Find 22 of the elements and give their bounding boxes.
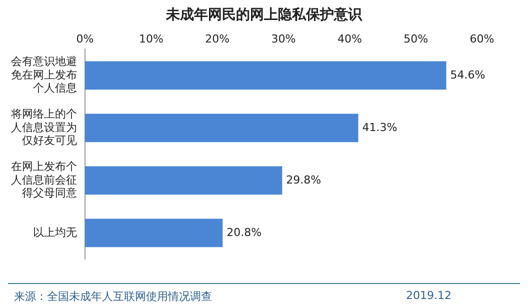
chart-title: 未成年网民的网上隐私保护意识	[164, 6, 364, 24]
y-tick-label: 以上均无	[33, 226, 77, 239]
x-tick-label: 40%	[337, 32, 362, 46]
bar	[85, 61, 446, 90]
x-tick-label: 20%	[205, 32, 230, 46]
data-label: 20.8%	[226, 226, 262, 239]
y-tick-label: 在网上发布个人信息前会征得父母同意	[11, 160, 77, 200]
text: 2019.12	[406, 289, 452, 302]
y-tick-label: 将网络上的个人信息设置为仅好友可见	[10, 108, 77, 148]
bar	[85, 166, 282, 195]
x-tick-label: 10%	[138, 32, 164, 46]
data-label: 41.3%	[362, 120, 398, 134]
y-tick-label: 会有意识地避免在网上发布个人信息	[11, 55, 77, 95]
data-label: 54.6%	[450, 68, 486, 82]
source-note: 来源：全国未成年人互联网使用情况调查	[14, 289, 212, 304]
data-label: 29.8%	[286, 173, 322, 186]
x-tick-label: 50%	[404, 32, 428, 46]
bar	[85, 114, 358, 142]
x-tick-label: 0%	[76, 32, 94, 46]
bar	[85, 218, 223, 248]
x-tick-label: 30%	[271, 32, 296, 46]
x-tick-label: 60%	[470, 32, 494, 46]
